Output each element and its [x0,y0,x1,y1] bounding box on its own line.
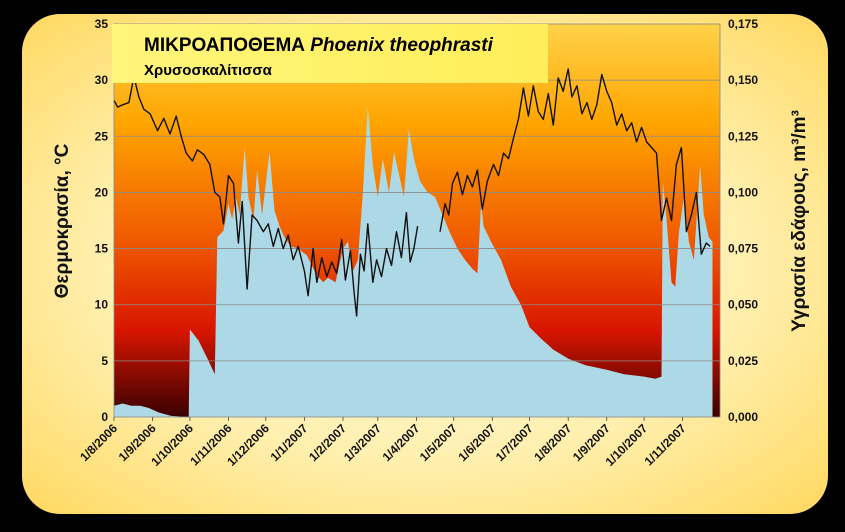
x-tick-label: 1/1/2007 [268,421,311,464]
chart-title: ΜΙΚΡΟΑΠΟΘΕΜΑ Phoenix theophrasti [144,35,494,56]
right-tick-label: 0,050 [728,298,758,312]
left-tick-label: 25 [95,129,109,143]
x-tick-label: 1/11/2007 [642,421,689,468]
left-tick-label: 15 [95,242,109,256]
title-box [112,24,548,83]
left-tick-label: 5 [101,354,108,368]
x-tick-label: 1/8/2006 [77,421,120,464]
right-tick-label: 0,150 [728,73,758,87]
chart-svg: 0 5 10 15 20 25 30 35 0,000 0,025 0,050 0,075 0,100… [52,17,810,469]
x-tick-label: 1/6/2007 [455,421,498,464]
left-tick-label: 30 [95,73,109,87]
right-tick-label: 0,075 [728,242,758,256]
right-axis-title: Υγρασία εδάφους, m³/m³ [789,110,810,332]
right-axis-ticks: 0,000 0,025 0,050 0,075 0,100 0,125 0,150 0,175 [728,17,758,424]
right-tick-label: 0,100 [728,185,758,199]
left-tick-label: 10 [95,298,109,312]
x-tick-label: 1/2/2007 [306,421,349,464]
left-tick-label: 35 [95,17,109,31]
temperature-line [113,68,711,317]
x-tick-label: 1/7/2007 [493,421,536,464]
chart-subtitle: Χρυσοσκαλίτισσα [144,62,273,79]
x-axis-ticks: 1/8/20061/9/20061/10/20061/11/20061/12/2… [77,417,689,469]
left-axis-title: Θερμοκρασία, °C [52,143,73,298]
left-axis-ticks: 0 5 10 15 20 25 30 35 [95,17,109,424]
chart-card: 0 5 10 15 20 25 30 35 0,000 0,025 0,050 0,075 0,100… [22,14,828,514]
x-tick-label: 1/3/2007 [341,421,384,464]
right-tick-label: 0,025 [728,354,758,368]
x-tick-label: 1/8/2007 [531,421,574,464]
right-tick-label: 0,175 [728,17,758,31]
soil-moisture-area [114,107,713,417]
left-tick-label: 0 [101,410,108,424]
left-tick-label: 20 [95,185,109,199]
x-tick-label: 1/4/2007 [380,421,423,464]
right-tick-label: 0,000 [728,410,758,424]
right-tick-label: 0,125 [728,129,758,143]
x-tick-label: 1/5/2007 [417,421,460,464]
